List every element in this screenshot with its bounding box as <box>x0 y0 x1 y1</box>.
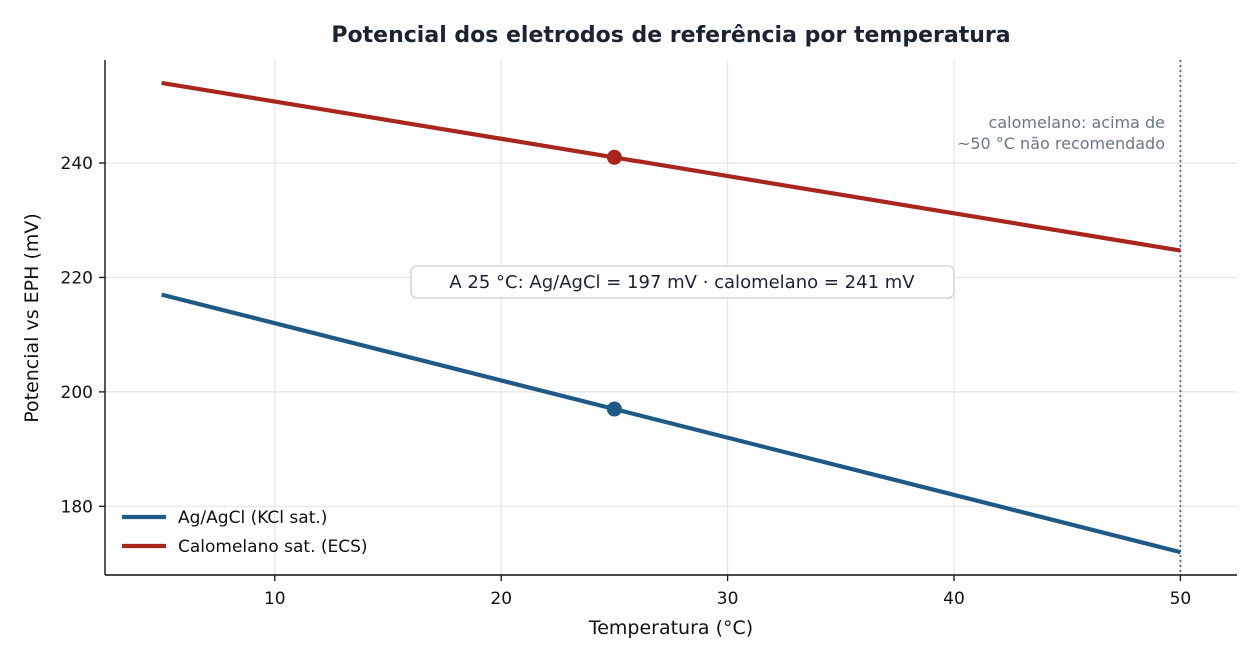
y-tick-label: 180 <box>61 497 93 517</box>
info-box-text: A 25 °C: Ag/AgCl = 197 mV · calomelano =… <box>449 272 915 293</box>
x-tick-label: 20 <box>490 589 512 609</box>
chart-title: Potencial dos eletrodos de referência po… <box>331 23 1010 48</box>
y-tick-label: 240 <box>61 154 93 174</box>
series-line-0 <box>161 292 1181 555</box>
plot-area <box>161 80 1181 555</box>
legend-label-0: Ag/AgCl (KCl sat.) <box>178 508 327 528</box>
legend: Ag/AgCl (KCl sat.) Calomelano sat. (ECS) <box>122 508 368 557</box>
series-marker-1 <box>606 149 622 165</box>
limit-note-line2: ~50 °C não recomendado <box>957 134 1165 153</box>
x-tick-label: 50 <box>1170 589 1192 609</box>
grid <box>105 60 1237 575</box>
limit-note-line1: calomelano: acima de <box>989 113 1165 132</box>
y-tick-label: 220 <box>61 268 93 288</box>
axes: 10 20 30 40 50 180 200 220 240 <box>61 60 1237 609</box>
x-tick-label: 10 <box>264 589 286 609</box>
series-marker-0 <box>606 401 622 417</box>
x-axis-label: Temperatura (°C) <box>588 617 753 639</box>
info-box <box>410 265 955 299</box>
series-line-1 <box>161 80 1181 253</box>
x-tick-label: 40 <box>943 589 965 609</box>
legend-label-1: Calomelano sat. (ECS) <box>178 537 368 557</box>
x-tick-label: 30 <box>717 589 739 609</box>
y-axis-label: Potencial vs EPH (mV) <box>21 213 43 423</box>
annotations: calomelano: acima de ~50 °C não recomend… <box>410 113 1165 299</box>
y-tick-label: 200 <box>61 383 93 403</box>
